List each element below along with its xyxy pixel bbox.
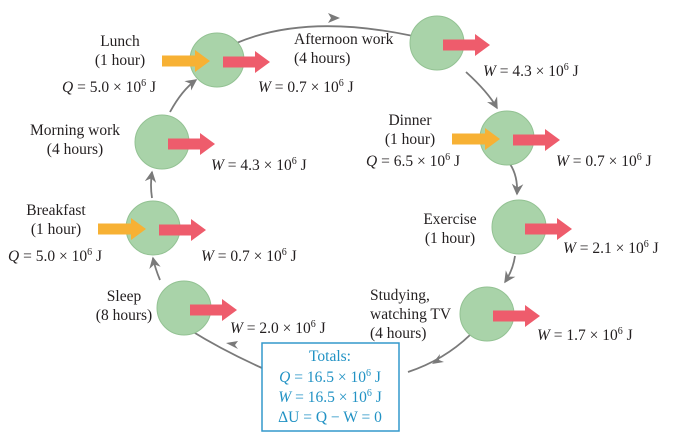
heat-value-breakfast: Q = 5.0 × 106 J [8,247,102,265]
activity-label-dinner: Dinner (1 hour) [385,112,435,148]
work-value-lunch: W = 0.7 × 106 J [258,78,354,96]
work-value-dinner: W = 0.7 × 106 J [556,152,652,170]
work-value-afternoon-work: W = 4.3 × 106 J [483,62,579,80]
work-arrow-afternoon-work [443,34,490,56]
work-value-studying: W = 1.7 × 106 J [537,326,633,344]
loop-segment [509,163,524,196]
work-value-breakfast-value: 0.7 [230,248,250,265]
work-arrow-studying [493,305,540,327]
heat-value-lunch: Q = 5.0 × 106 J [62,78,156,96]
loop-segment [465,71,498,110]
work-value-sleep: W = 2.0 × 106 J [230,319,326,337]
activity-label-afternoon-work: Afternoon work (4 hours) [294,31,394,67]
heat-value-breakfast-value: 5.0 [36,248,56,265]
work-arrow-morning-work [168,133,215,155]
work-value-lunch-value: 0.7 [287,79,307,96]
heat-arrow-breakfast [98,218,146,240]
work-value-breakfast: W = 0.7 × 106 J [201,247,297,265]
loop-direction-arrowhead [226,341,238,349]
heat-arrow-lunch [162,50,210,72]
totals-delta-u: ΔU = Q − W = 0 [278,409,382,426]
work-arrow-lunch [223,51,270,73]
work-value-dinner-value: 0.7 [585,153,605,170]
times-sign: × [334,369,351,386]
activity-label-exercise: Exercise (1 hour) [423,211,476,247]
totals-w: W = 16.5 × 106 J [278,388,381,406]
loop-direction-arrowhead [328,13,340,23]
activity-label-studying: Studying, watching TV (4 hours) [370,287,452,342]
totals-w-value: 16.5 [308,389,335,406]
activity-label-morning-work: Morning work (4 hours) [30,122,120,158]
work-value-exercise: W = 2.1 × 106 J [563,239,659,257]
work-value-studying-value: 1.7 [566,327,586,344]
activity-label-sleep: Sleep (8 hours) [96,288,152,324]
work-arrow-breakfast [159,219,206,241]
totals-box: Totals: Q = 16.5 × 106 J W = 16.5 × 106 … [261,342,400,432]
heat-value-dinner: Q = 6.5 × 106 J [366,152,460,170]
loop-segment [217,25,439,53]
totals-q-value: 16.5 [307,369,334,386]
loop-segment [144,170,157,199]
totals-title: Totals: [309,348,351,365]
totals-q: Q = 16.5 × 106 J [279,368,381,386]
heat-value-dinner-value: 6.5 [394,153,414,170]
heat-value-lunch-value: 5.0 [90,79,110,96]
work-arrow-dinner [513,129,560,151]
work-value-sleep-value: 2.0 [259,320,279,337]
loop-segment [189,329,263,369]
work-arrow-exercise [525,218,572,240]
work-value-exercise-value: 2.1 [592,240,611,257]
totals-border [261,342,400,432]
loop-segment [149,256,161,281]
loop-segment [407,334,471,373]
loop-direction-arrowhead [432,354,444,364]
loop-segment [504,255,516,284]
activity-label-lunch: Lunch (1 hour) [95,33,145,69]
heat-arrow-dinner [452,128,500,150]
work-arrow-sleep [190,299,237,321]
activity-label-breakfast: Breakfast (1 hour) [26,202,86,238]
work-value-morning-work-value: 4.3 [240,157,260,174]
cycle-loop [144,25,524,373]
loop-segment [169,79,198,113]
work-value-morning-work: W = 4.3 × 106 J [211,156,307,174]
work-value-afternoon-work-value: 4.3 [512,63,532,80]
